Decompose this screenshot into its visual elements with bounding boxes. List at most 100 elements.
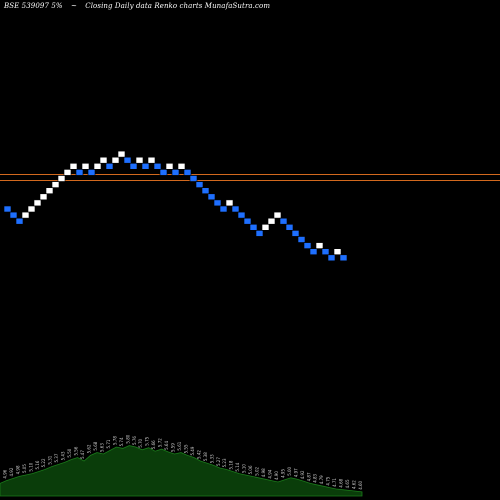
brick-up — [111, 156, 120, 164]
volume-label: 5.38 — [203, 452, 208, 461]
brick-down — [123, 156, 132, 164]
brick-up — [93, 163, 102, 170]
volume-label: 5.02 — [255, 466, 260, 475]
brick-up — [117, 150, 126, 158]
brick-down — [243, 217, 252, 225]
volume-label: 5.23 — [222, 458, 227, 467]
brick-down — [291, 230, 300, 237]
volume-label: 5.22 — [41, 458, 46, 467]
brick-down — [207, 193, 216, 201]
brick-up — [147, 156, 156, 164]
brick-up — [333, 248, 342, 255]
brick-up — [273, 211, 282, 219]
volume-label: 5.33 — [209, 454, 214, 463]
brick-up — [81, 163, 90, 170]
volume-label: 4.68 — [339, 478, 344, 487]
brick-up — [45, 187, 54, 194]
brick-up — [165, 163, 174, 170]
brick-down — [303, 242, 312, 249]
brick-down — [309, 248, 318, 255]
volume-label: 4.71 — [332, 478, 337, 487]
brick-up — [135, 156, 144, 164]
volume-label: 5.71 — [106, 439, 111, 448]
brick-down — [195, 181, 204, 188]
brick-down — [339, 254, 348, 262]
brick-down — [75, 169, 84, 176]
brick-down — [231, 205, 240, 213]
brick-up — [261, 224, 270, 231]
brick-down — [189, 175, 198, 182]
brick-up — [225, 199, 234, 207]
volume-label: 5.63 — [99, 443, 104, 452]
volume-label: 5.76 — [132, 436, 137, 445]
volume-label: 5.05 — [22, 464, 27, 473]
brick-down — [9, 211, 18, 219]
brick-down — [105, 163, 114, 170]
volume-label: 4.60 — [358, 480, 363, 489]
renko-bricks — [3, 150, 348, 262]
brick-up — [315, 242, 324, 249]
volume-label: 4.96 — [2, 469, 7, 478]
volume-label: 5.18 — [229, 460, 234, 469]
volume-label: 4.62 — [352, 480, 357, 489]
brick-down — [327, 254, 336, 262]
brick-down — [249, 224, 258, 231]
volume-label: 4.98 — [261, 468, 266, 477]
volume-label: 4.90 — [0, 472, 1, 481]
brick-down — [321, 248, 330, 255]
volume-label: 5.14 — [235, 462, 240, 471]
volume-label: 4.79 — [319, 475, 324, 484]
volume-label: 4.97 — [293, 468, 298, 477]
brick-down — [237, 211, 246, 219]
volume-label: 4.95 — [280, 469, 285, 478]
brick-down — [255, 230, 264, 237]
volume-label: 4.75 — [326, 476, 331, 485]
brick-up — [63, 169, 72, 176]
volume-label: 5.16 — [35, 460, 40, 469]
brick-up — [177, 163, 186, 170]
volume-label: 5.78 — [112, 436, 117, 445]
brick-up — [57, 175, 66, 182]
volume-label: 5.70 — [138, 438, 143, 447]
brick-down — [297, 236, 306, 243]
volume-label: 4.65 — [345, 479, 350, 488]
volume-label: 5.50 — [67, 448, 72, 457]
brick-up — [99, 156, 108, 164]
volume-label: 5.75 — [145, 436, 150, 445]
brick-down — [87, 169, 96, 176]
chart-header: BSE 539097 5% ~ Closing Daily data Renko… — [4, 2, 276, 10]
volume-label: 5.31 — [48, 455, 53, 464]
volume-label: 5.43 — [61, 451, 66, 460]
brick-up — [39, 193, 48, 201]
brick-up — [27, 205, 36, 213]
volume-label: 5.37 — [54, 453, 59, 462]
volume-label: 5.74 — [119, 437, 124, 446]
chart-description: Closing Daily data Renko charts MunafaSu… — [85, 2, 271, 10]
volume-label: 5.68 — [93, 441, 98, 450]
brick-down — [171, 169, 180, 176]
volume-label: 5.59 — [171, 443, 176, 452]
brick-down — [285, 224, 294, 231]
trend-arrow-icon: ~ — [70, 2, 77, 10]
volume-label: 5.27 — [216, 457, 221, 466]
brick-up — [33, 199, 42, 207]
brick-up — [21, 211, 30, 219]
volume-label: 5.62 — [87, 444, 92, 453]
brick-down — [213, 199, 222, 207]
volume-label: 5.66 — [151, 440, 156, 449]
brick-up — [51, 181, 60, 188]
volume-label: 5.72 — [158, 438, 163, 447]
volume-label: 5.64 — [164, 441, 169, 450]
volume-label: 5.49 — [190, 446, 195, 455]
reference-lines — [0, 174, 500, 181]
brick-down — [279, 217, 288, 225]
volume-label: 5.06 — [248, 465, 253, 474]
volume-label: 5.00 — [287, 466, 292, 475]
volume-label: 4.92 — [300, 470, 305, 479]
volume-panel: 4.904.964.924.985.055.105.165.225.315.37… — [0, 434, 363, 497]
volume-label: 4.92 — [9, 467, 14, 476]
volume-area — [0, 445, 363, 497]
brick-down — [219, 205, 228, 213]
volume-label: 5.10 — [28, 462, 33, 471]
volume-label: 5.47 — [80, 450, 85, 459]
